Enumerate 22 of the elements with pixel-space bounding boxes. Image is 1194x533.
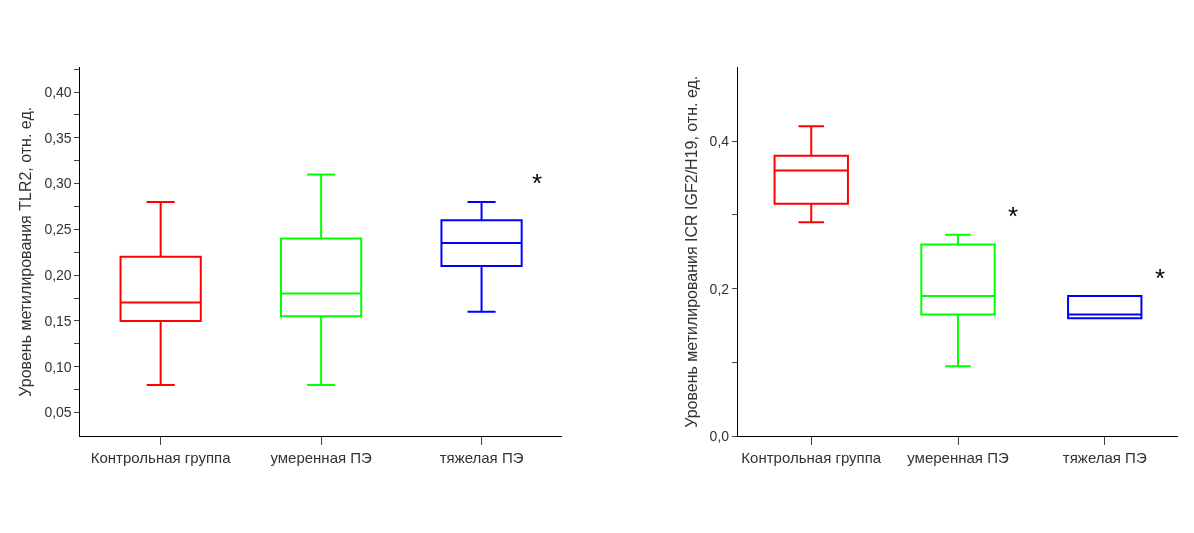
y-axis-title: Уровень метилирования TLR2, отн. ед. [17,106,35,397]
x-tick-label: тяжелая ПЭ [1062,449,1147,467]
y-tick-label: 0,10 [44,358,72,375]
x-tick-label: умеренная ПЭ [907,449,1009,467]
y-tick-label: 0,40 [44,83,72,100]
y-tick-label: 0,4 [709,132,730,149]
y-tick-label: 0,30 [44,175,72,192]
annotation: * [1155,263,1166,293]
y-tick-label: 0,35 [44,129,72,146]
x-tick-label: тяжелая ПЭ [439,449,524,467]
y-tick-label: 0,0 [709,428,730,445]
annotation: * [1008,201,1019,231]
y-tick-label: 0,15 [44,312,72,329]
y-tick-label: 0,25 [44,221,72,238]
y-tick-label: 0,2 [709,280,730,297]
y-tick-label: 0,20 [44,267,72,284]
x-tick-label: Контрольная группа [741,449,882,467]
x-tick-label: Контрольная группа [90,449,232,467]
y-axis-title: Уровень метилирования ICR IGF2/H19, отн. ед. [682,75,700,428]
annotation: * [532,168,543,198]
x-tick-label: умеренная ПЭ [270,449,373,467]
y-tick-label: 0,05 [44,404,72,421]
